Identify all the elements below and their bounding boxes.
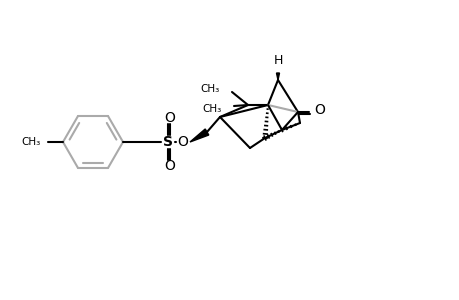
Text: O: O [314,103,325,117]
Text: O: O [164,111,175,125]
Text: O: O [164,159,175,173]
Text: H: H [273,54,282,67]
Text: CH₃: CH₃ [200,84,219,94]
Polygon shape [190,129,208,142]
Text: S: S [162,135,173,149]
Text: CH₃: CH₃ [22,137,41,147]
Polygon shape [276,73,279,80]
Text: O: O [177,135,188,149]
Text: CH₃: CH₃ [202,104,222,114]
